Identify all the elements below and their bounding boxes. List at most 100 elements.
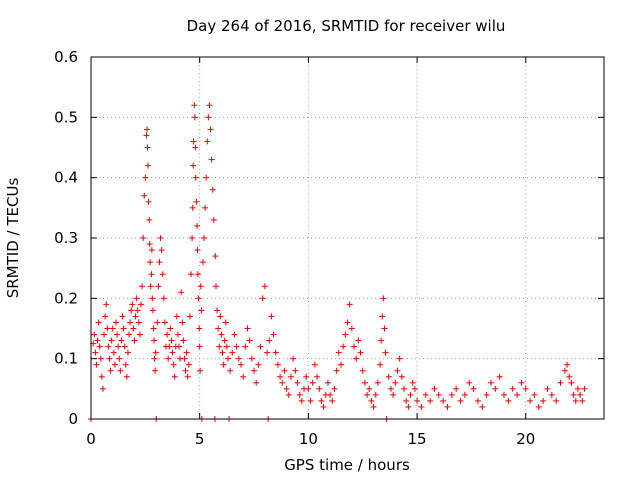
data-point xyxy=(398,373,405,380)
data-point xyxy=(137,301,144,308)
data-point xyxy=(407,391,414,398)
data-point xyxy=(169,349,176,356)
data-point xyxy=(193,198,200,205)
data-point xyxy=(572,397,579,404)
data-point xyxy=(378,337,385,344)
data-point xyxy=(135,319,142,326)
data-point xyxy=(385,373,392,380)
data-point xyxy=(579,397,586,404)
data-point xyxy=(112,319,119,326)
data-point xyxy=(139,283,146,290)
data-point xyxy=(522,385,529,392)
data-point xyxy=(145,198,152,205)
data-point xyxy=(151,337,158,344)
data-point xyxy=(492,385,499,392)
data-point xyxy=(374,379,381,386)
data-point xyxy=(210,216,217,223)
data-point xyxy=(122,361,129,368)
data-point xyxy=(99,385,106,392)
data-point xyxy=(114,331,121,338)
data-point xyxy=(294,379,301,386)
data-point xyxy=(337,361,344,368)
data-point xyxy=(92,349,99,356)
data-point xyxy=(130,325,137,332)
data-point xyxy=(173,313,180,320)
data-point xyxy=(305,385,312,392)
data-point xyxy=(147,259,154,266)
data-point xyxy=(134,307,141,314)
x-axis-label: GPS time / hours xyxy=(284,456,410,474)
data-point xyxy=(124,349,131,356)
data-point xyxy=(427,397,434,404)
data-point xyxy=(214,307,221,314)
data-point xyxy=(309,379,316,386)
data-point xyxy=(329,397,336,404)
data-point xyxy=(212,283,219,290)
data-point xyxy=(394,367,401,374)
data-point xyxy=(409,379,416,386)
data-point xyxy=(340,343,347,350)
data-point xyxy=(184,373,191,380)
data-point xyxy=(119,313,126,320)
data-point xyxy=(223,343,230,350)
x-tick-label: 10 xyxy=(299,430,318,448)
data-point xyxy=(514,391,521,398)
data-point xyxy=(117,367,124,374)
data-point xyxy=(189,204,196,211)
data-point xyxy=(199,259,206,266)
data-series-srmtid xyxy=(88,102,588,422)
data-point xyxy=(194,247,201,254)
data-point xyxy=(283,385,290,392)
y-tick-label: 0.1 xyxy=(54,350,78,368)
data-point xyxy=(101,331,108,338)
data-point xyxy=(132,313,139,320)
data-point xyxy=(221,337,228,344)
data-point xyxy=(444,403,451,410)
data-point xyxy=(496,373,503,380)
data-point xyxy=(174,331,181,338)
data-point xyxy=(106,355,113,362)
data-point xyxy=(344,319,351,326)
data-point xyxy=(182,367,189,374)
data-point xyxy=(466,379,473,386)
data-point xyxy=(290,355,297,362)
data-point xyxy=(314,373,321,380)
data-point xyxy=(483,391,490,398)
data-point xyxy=(370,403,377,410)
x-tick-label: 5 xyxy=(195,430,205,448)
data-point xyxy=(335,349,342,356)
data-point xyxy=(220,361,227,368)
data-point xyxy=(264,349,271,356)
data-point xyxy=(206,102,213,109)
data-point xyxy=(461,391,468,398)
data-point xyxy=(272,349,279,356)
data-point xyxy=(209,186,216,193)
data-point xyxy=(246,337,253,344)
data-point xyxy=(270,331,277,338)
data-point xyxy=(331,385,338,392)
data-point xyxy=(204,138,211,145)
data-point xyxy=(198,307,205,314)
data-point xyxy=(215,325,222,332)
data-point xyxy=(387,385,394,392)
data-point xyxy=(131,337,138,344)
data-point xyxy=(98,373,105,380)
data-point xyxy=(191,102,198,109)
data-point xyxy=(201,235,208,241)
data-point xyxy=(160,295,167,302)
data-point xyxy=(123,373,130,380)
data-point xyxy=(165,355,172,362)
data-point xyxy=(103,301,110,308)
data-point xyxy=(91,331,98,338)
data-point xyxy=(115,343,122,350)
data-point xyxy=(298,397,305,404)
data-point xyxy=(190,162,197,169)
data-point xyxy=(431,385,438,392)
data-point xyxy=(148,247,155,254)
data-point xyxy=(535,403,542,410)
data-point xyxy=(170,361,177,368)
data-point xyxy=(231,331,238,338)
data-point xyxy=(233,343,240,350)
data-point xyxy=(382,349,389,356)
